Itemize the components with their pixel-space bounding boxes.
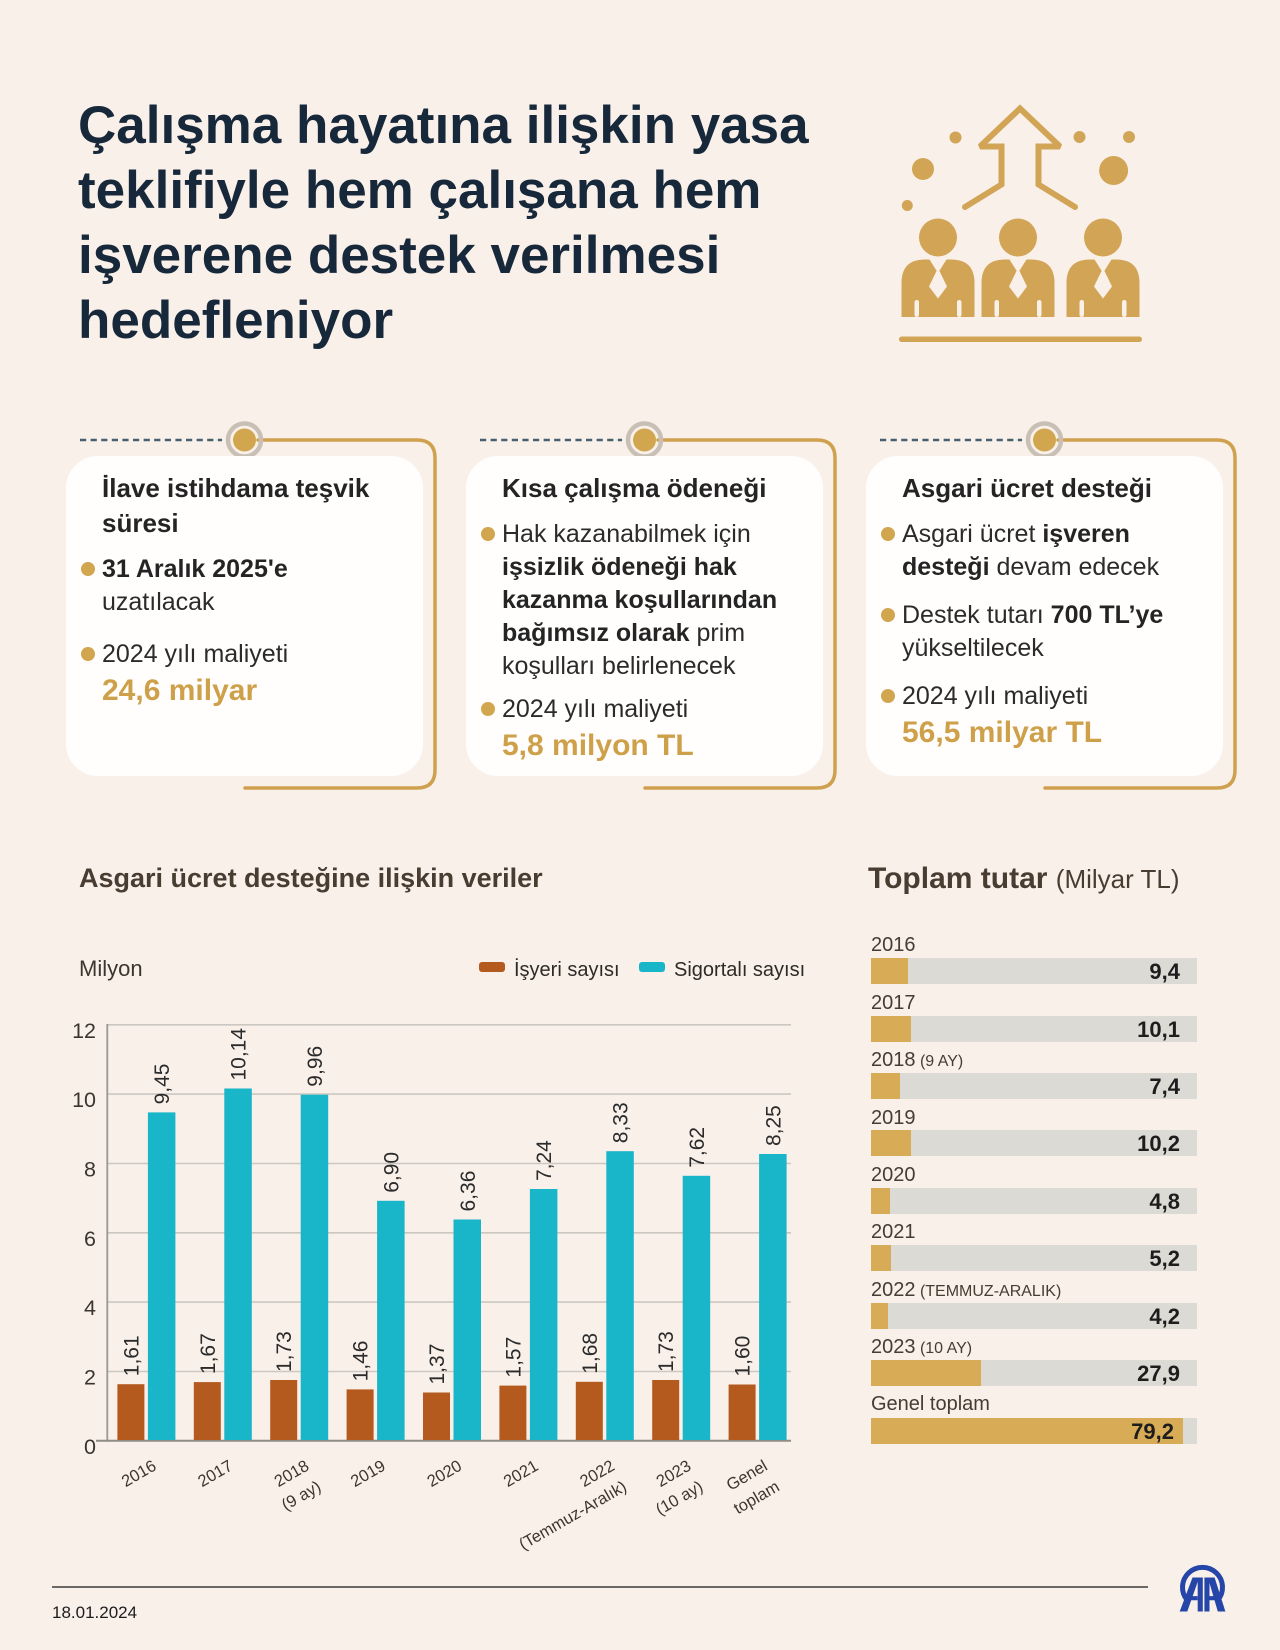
svg-text:8: 8 bbox=[84, 1158, 96, 1182]
svg-text:4: 4 bbox=[84, 1296, 96, 1320]
svg-text:7,62: 7,62 bbox=[686, 1127, 709, 1168]
svg-text:1,60: 1,60 bbox=[732, 1336, 755, 1377]
svg-text:7,24: 7,24 bbox=[533, 1140, 556, 1181]
svg-text:1,68: 1,68 bbox=[579, 1333, 602, 1374]
svg-text:10,14: 10,14 bbox=[228, 1028, 251, 1081]
svg-text:1,46: 1,46 bbox=[350, 1341, 373, 1382]
svg-text:6: 6 bbox=[84, 1227, 96, 1251]
svg-text:1,57: 1,57 bbox=[502, 1337, 525, 1378]
svg-text:6,36: 6,36 bbox=[457, 1171, 480, 1212]
svg-text:1,73: 1,73 bbox=[655, 1331, 678, 1372]
svg-text:2019: 2019 bbox=[348, 1457, 389, 1491]
svg-text:6,90: 6,90 bbox=[380, 1152, 403, 1193]
svg-text:Geneltoplam: Geneltoplam bbox=[719, 1457, 783, 1518]
svg-text:1,61: 1,61 bbox=[120, 1335, 143, 1376]
svg-text:2021: 2021 bbox=[501, 1457, 542, 1491]
svg-text:2020: 2020 bbox=[424, 1457, 465, 1491]
svg-text:10: 10 bbox=[72, 1088, 96, 1112]
svg-text:2018(9 ay): 2018(9 ay) bbox=[267, 1457, 325, 1514]
svg-text:9,96: 9,96 bbox=[304, 1046, 327, 1087]
svg-text:0: 0 bbox=[84, 1435, 96, 1459]
svg-text:8,33: 8,33 bbox=[610, 1102, 633, 1143]
svg-text:1,67: 1,67 bbox=[197, 1333, 220, 1374]
svg-text:9,45: 9,45 bbox=[151, 1064, 174, 1105]
svg-text:12: 12 bbox=[72, 1019, 96, 1043]
svg-text:1,73: 1,73 bbox=[273, 1331, 296, 1372]
svg-text:2023(10 ay): 2023(10 ay) bbox=[641, 1457, 706, 1519]
svg-text:2016: 2016 bbox=[119, 1457, 160, 1491]
svg-text:2: 2 bbox=[84, 1366, 96, 1390]
svg-text:2017: 2017 bbox=[195, 1457, 236, 1491]
svg-text:1,37: 1,37 bbox=[426, 1344, 449, 1385]
svg-text:8,25: 8,25 bbox=[762, 1105, 785, 1146]
